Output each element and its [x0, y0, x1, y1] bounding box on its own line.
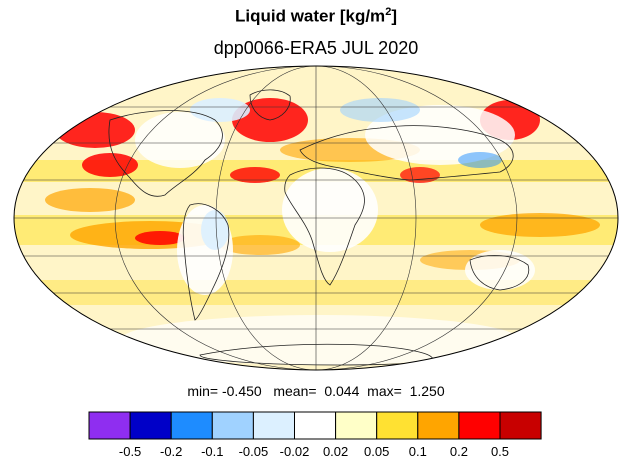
colorbar-label: 0.5 [491, 444, 509, 459]
colorbar-swatch [170, 411, 213, 440]
colorbar-swatch [129, 411, 172, 440]
max-value: 1.250 [409, 383, 445, 399]
graticule [14, 66, 618, 370]
colorbar-label: -0.1 [201, 444, 223, 459]
min-label: min= [187, 383, 219, 399]
title-superscript: 2 [385, 6, 392, 18]
map-subtitle: dpp0066-ERA5 JUL 2020 [213, 38, 419, 58]
colorbar-swatch [335, 411, 378, 440]
colorbar-swatch [294, 411, 337, 440]
globe-outline [13, 65, 619, 371]
world-map [13, 65, 619, 371]
colorbar-label: 0.02 [323, 444, 348, 459]
title-close: ] [391, 6, 397, 26]
colorbar-swatch [417, 411, 460, 440]
colorbar-swatch [252, 411, 295, 440]
colorbar-label: -0.05 [239, 444, 269, 459]
title-text: Liquid water [kg/m [235, 6, 386, 26]
colorbar-label: -0.2 [160, 444, 182, 459]
min-value: -0.450 [221, 383, 262, 399]
colorbar-label: 0.05 [364, 444, 389, 459]
colorbar-swatch [88, 411, 131, 440]
colorbar-swatch [376, 411, 419, 440]
colorbar-label: -0.5 [119, 444, 141, 459]
map-title: Liquid water [kg/m2] [0, 6, 632, 27]
colorbar-label: 0.1 [409, 444, 427, 459]
colorbar-swatch [499, 411, 542, 440]
statistics-line: min= -0.450 mean= 0.044 max= 1.250 [0, 383, 632, 399]
mean-label: mean= [273, 383, 317, 399]
colorbar-label: -0.02 [280, 444, 310, 459]
colorbar-swatch [458, 411, 501, 440]
colorbar-label: 0.2 [450, 444, 468, 459]
colorbar-swatch [211, 411, 254, 440]
mean-value: 0.044 [324, 383, 360, 399]
max-label: max= [367, 383, 402, 399]
